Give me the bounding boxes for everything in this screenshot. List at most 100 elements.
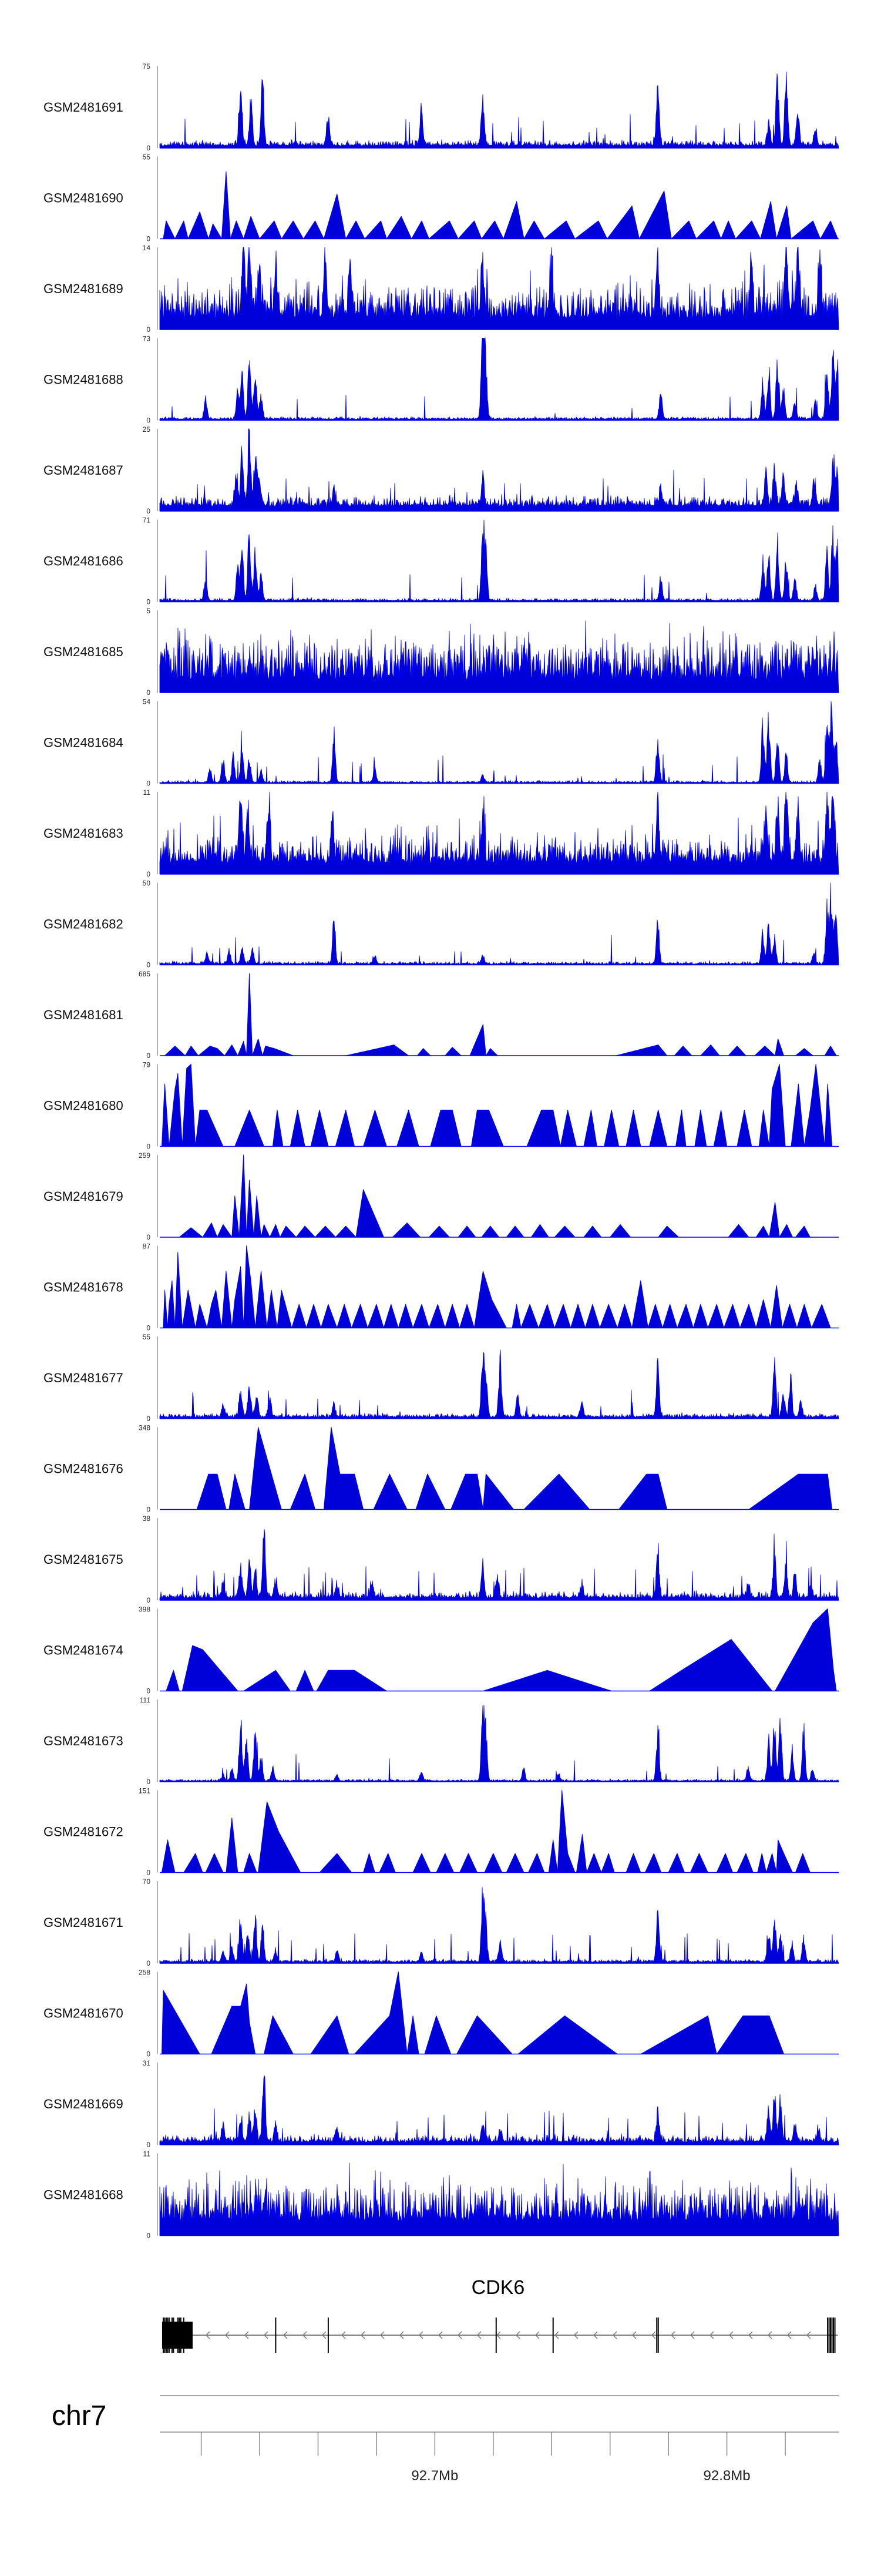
track-GSM2481673: GSM2481673 111 0 xyxy=(43,1696,839,1786)
coverage-area xyxy=(163,171,838,239)
y-max-label: 259 xyxy=(139,1151,150,1160)
coverage-area xyxy=(162,1972,784,2054)
strand-arrow xyxy=(321,2331,327,2339)
track-label: GSM2481679 xyxy=(43,1189,123,1204)
track-GSM2481670: GSM2481670 258 0 xyxy=(43,1969,839,2058)
track-label: GSM2481691 xyxy=(43,100,123,115)
gene-name-label: CDK6 xyxy=(472,2276,525,2299)
coverage-area xyxy=(159,2074,839,2145)
strand-arrow xyxy=(438,2331,443,2339)
strand-arrow xyxy=(554,2331,559,2339)
y-max-label: 398 xyxy=(139,1606,150,1614)
strand-arrow xyxy=(728,2331,734,2339)
y-min-label: 0 xyxy=(146,1596,150,1604)
y-min-label: 0 xyxy=(146,1959,150,1967)
track-GSM2481690: GSM2481690 55 0 xyxy=(43,153,839,243)
y-max-label: 5 xyxy=(146,607,150,615)
track-label: GSM2481683 xyxy=(43,826,123,841)
y-max-label: 11 xyxy=(143,788,151,797)
strand-arrow xyxy=(593,2331,598,2339)
strand-arrow xyxy=(786,2331,792,2339)
y-max-label: 71 xyxy=(143,516,151,525)
track-GSM2481683: GSM2481683 11 0 xyxy=(43,788,839,878)
y-min-label: 0 xyxy=(146,507,150,515)
strand-arrow xyxy=(302,2331,307,2339)
coverage-area xyxy=(159,701,839,784)
y-min-label: 0 xyxy=(146,1778,150,1786)
coverage-area xyxy=(162,1790,811,1873)
y-min-label: 0 xyxy=(146,780,150,788)
y-min-label: 0 xyxy=(146,1506,150,1514)
coverage-area xyxy=(162,1064,833,1147)
y-min-label: 0 xyxy=(146,870,150,878)
strand-arrow xyxy=(379,2331,385,2339)
track-label: GSM2481681 xyxy=(43,1007,123,1022)
y-min-label: 0 xyxy=(146,235,150,243)
y-max-label: 55 xyxy=(143,1333,151,1341)
y-min-label: 0 xyxy=(146,1869,150,1877)
track-label: GSM2481677 xyxy=(43,1371,123,1385)
y-min-label: 0 xyxy=(146,2141,150,2149)
y-min-label: 0 xyxy=(146,325,150,334)
track-label: GSM2481669 xyxy=(43,2097,123,2111)
strand-arrow xyxy=(360,2331,365,2339)
coverage-area xyxy=(159,428,839,512)
coverage-area xyxy=(159,247,839,330)
y-max-label: 14 xyxy=(143,244,151,252)
strand-arrow xyxy=(573,2331,579,2339)
track-GSM2481689: GSM2481689 14 0 xyxy=(43,244,839,334)
strand-arrow xyxy=(534,2331,540,2339)
track-GSM2481669: GSM2481669 31 0 xyxy=(43,2059,839,2149)
coverage-area xyxy=(179,1154,811,1238)
y-max-label: 87 xyxy=(143,1242,151,1251)
track-GSM2481674: GSM2481674 398 0 xyxy=(43,1606,839,1695)
y-max-label: 11 xyxy=(143,2150,151,2158)
track-label: GSM2481689 xyxy=(43,281,123,296)
track-label: GSM2481673 xyxy=(43,1734,123,1748)
y-max-label: 54 xyxy=(143,698,151,706)
strand-arrow xyxy=(224,2331,230,2339)
strand-arrow xyxy=(341,2331,346,2339)
strand-arrow xyxy=(283,2331,288,2339)
ideogram-axis-track: chr7 92.7Mb 92.8Mb xyxy=(52,2395,839,2484)
gene-track: CDK6 xyxy=(162,2276,838,2353)
coverage-area xyxy=(159,1529,839,1601)
track-label: GSM2481688 xyxy=(43,372,123,387)
track-label: GSM2481684 xyxy=(43,735,123,750)
track-GSM2481691: GSM2481691 75 0 xyxy=(43,62,839,152)
coverage-area xyxy=(159,620,839,693)
track-label: GSM2481670 xyxy=(43,2006,123,2021)
axis-tick-label: 92.8Mb xyxy=(704,2468,751,2484)
y-min-label: 0 xyxy=(146,688,150,697)
strand-arrow xyxy=(263,2331,268,2339)
coverage-area xyxy=(159,1349,839,1419)
track-GSM2481672: GSM2481672 151 0 xyxy=(43,1787,839,1877)
track-GSM2481677: GSM2481677 55 0 xyxy=(43,1333,839,1423)
strand-arrow xyxy=(806,2331,811,2339)
y-max-label: 25 xyxy=(143,425,151,434)
y-min-label: 0 xyxy=(146,2050,150,2058)
coverage-area xyxy=(196,1427,833,1510)
y-max-label: 258 xyxy=(139,1969,150,1977)
chromosome-label: chr7 xyxy=(52,2400,106,2431)
strand-arrow xyxy=(612,2331,617,2339)
coverage-area xyxy=(163,1245,831,1328)
track-label: GSM2481682 xyxy=(43,917,123,932)
track-GSM2481682: GSM2481682 50 0 xyxy=(43,879,839,969)
track-label: GSM2481686 xyxy=(43,554,123,569)
coverage-area xyxy=(166,1608,837,1691)
y-max-label: 55 xyxy=(143,153,151,162)
coverage-area xyxy=(159,1887,839,1964)
track-GSM2481680: GSM2481680 79 0 xyxy=(43,1061,839,1151)
genome-axis: 92.7Mb 92.8Mb xyxy=(160,2395,839,2484)
y-min-label: 0 xyxy=(146,1415,150,1423)
y-max-label: 79 xyxy=(143,1061,151,1069)
y-min-label: 0 xyxy=(146,1687,150,1695)
y-min-label: 0 xyxy=(146,1324,150,1332)
coverage-area xyxy=(159,2162,839,2236)
y-max-label: 50 xyxy=(143,879,151,888)
track-label: GSM2481680 xyxy=(43,1099,123,1113)
track-GSM2481688: GSM2481688 73 0 xyxy=(43,335,839,425)
y-min-label: 0 xyxy=(146,1052,150,1060)
